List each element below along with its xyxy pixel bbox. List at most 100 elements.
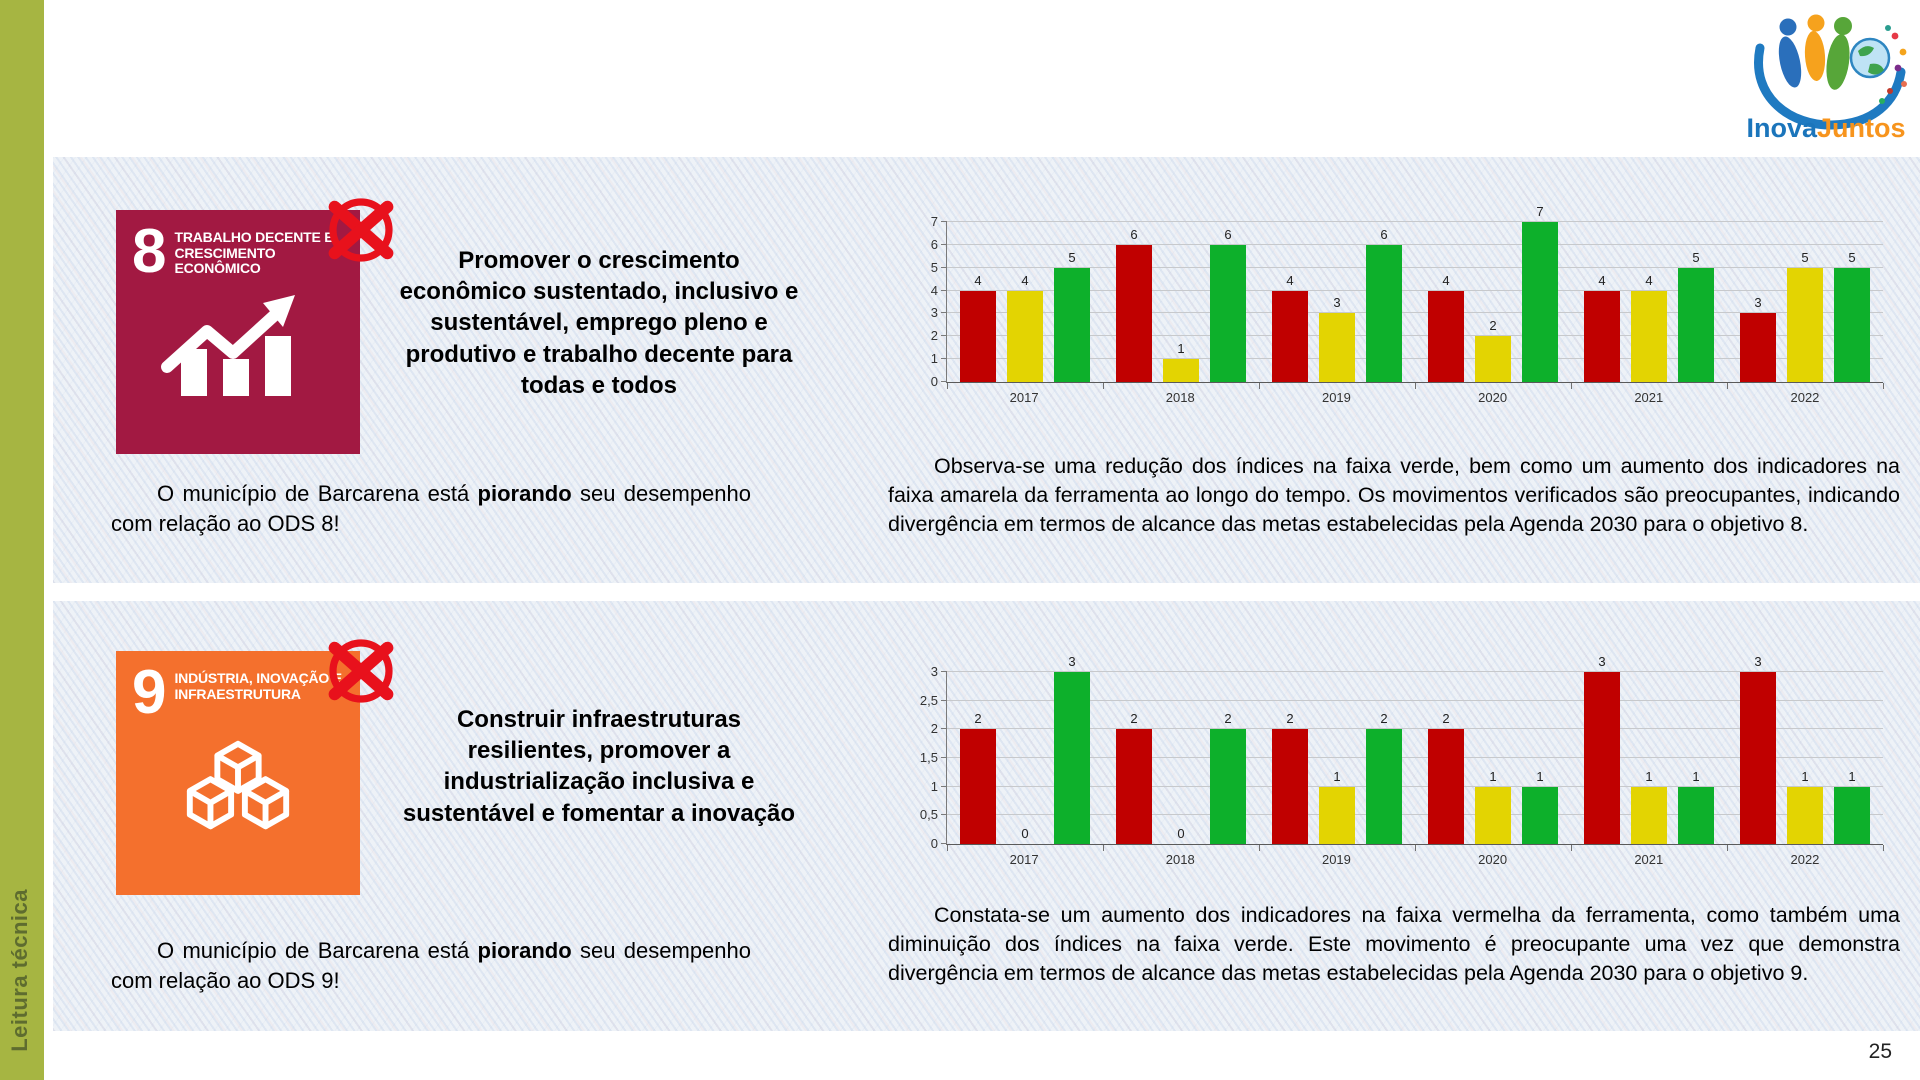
x-axis-tick bbox=[1102, 845, 1104, 851]
bar-faixa-amarela-2022: 5 bbox=[1787, 250, 1823, 382]
x-axis-tick bbox=[1570, 383, 1572, 389]
bar-faixa-verde-2019: 6 bbox=[1366, 227, 1402, 382]
bar-faixa-verde-2018: 6 bbox=[1210, 227, 1246, 382]
status-pre: O município de Barcarena está bbox=[157, 481, 478, 506]
bar-value-label: 5 bbox=[1848, 249, 1856, 265]
bar-value-label: 2 bbox=[1380, 711, 1388, 727]
gridline: 6 bbox=[931, 237, 1883, 252]
x-axis-tick bbox=[1727, 383, 1728, 389]
x-axis-tick bbox=[1883, 845, 1884, 851]
status-post: seu desempenho com relação ao ODS 9! bbox=[111, 938, 752, 993]
x-axis-label-2022: 2022 bbox=[1790, 852, 1820, 867]
bar-faixa-vermelha-2021: 4 bbox=[1584, 273, 1620, 382]
x-axis-tick bbox=[1258, 845, 1260, 851]
bar-faixa-vermelha-2020: 4 bbox=[1428, 273, 1464, 382]
bar-faixa-amarela-2022: 1 bbox=[1787, 769, 1823, 844]
y-axis-label: 1,5 bbox=[919, 750, 938, 765]
x-axis-label-2020: 2020 bbox=[1478, 390, 1508, 405]
gridline: 3 bbox=[931, 664, 1883, 679]
ods8-chart: 0 1 2 3 4 5 6 7 4 4 5 6 1 6 4 3 6 4 2 7 4 4 5 3 5 5 2017 2018 2019… bbox=[908, 204, 1884, 405]
bar-faixa-verde-2019: 2 bbox=[1366, 711, 1402, 844]
bar-group-2019: 2 1 2 bbox=[1259, 672, 1415, 844]
bar-faixa-vermelha-2022: 3 bbox=[1740, 654, 1776, 844]
sidebar-label: Leitura técnica bbox=[7, 889, 32, 1052]
bar-value-label: 3 bbox=[1754, 295, 1762, 311]
gridline: 4 bbox=[931, 283, 1883, 298]
y-axis-label: 0,5 bbox=[919, 807, 938, 823]
ods9-chart-x-axis: 2017 2018 2019 2020 2021 2022 bbox=[946, 845, 1883, 867]
ods9-section: 9 INDÚSTRIA, INOVAÇÃO E INFRAESTRUTURA bbox=[53, 601, 1920, 1031]
bar-faixa-vermelha-2019: 2 bbox=[1272, 711, 1308, 844]
status-post: seu desempenho com relação ao ODS 8! bbox=[111, 481, 752, 536]
gridline: 2 bbox=[931, 721, 1883, 736]
bar-faixa-verde-2020: 1 bbox=[1522, 769, 1558, 844]
sdg9-headline: Construir infraestruturas resilientes, p… bbox=[402, 706, 796, 827]
bar-value-label: 0 bbox=[1177, 826, 1185, 841]
bar-value-label: 4 bbox=[1286, 272, 1294, 288]
red-x-stamp bbox=[328, 639, 394, 703]
bar-faixa-verde-2022: 5 bbox=[1834, 250, 1870, 382]
bar-faixa-verde-2021: 1 bbox=[1678, 769, 1714, 844]
bar-faixa-verde-2017: 3 bbox=[1054, 654, 1090, 844]
ods9-analysis-text: Constata-se um aumento dos indicadores n… bbox=[888, 903, 1900, 986]
bar-group-2017: 4 4 5 bbox=[947, 222, 1103, 382]
gridline: 3 bbox=[931, 305, 1883, 320]
bar-faixa-verde-2018: 2 bbox=[1210, 711, 1246, 844]
bar-value-label: 3 bbox=[1754, 654, 1762, 669]
bar-faixa-amarela-2017: 4 bbox=[1007, 273, 1043, 382]
gridline: 7 bbox=[931, 214, 1883, 229]
logo-person-blue bbox=[1778, 36, 1802, 88]
y-axis-label: 1 bbox=[930, 351, 938, 367]
y-axis-label: 2 bbox=[930, 328, 938, 344]
y-axis-label: 1 bbox=[930, 778, 938, 794]
gridline: 0,5 bbox=[920, 807, 1883, 822]
x-axis-label-2018: 2018 bbox=[1165, 852, 1195, 867]
sdg9-title: INDÚSTRIA, INOVAÇÃO E INFRAESTRUTURA bbox=[174, 670, 342, 702]
logo-graphic: InovaJuntos bbox=[1746, 14, 1907, 143]
x-axis-tick bbox=[1102, 383, 1104, 389]
sdg8-headline: Promover o crescimento econômico sustent… bbox=[399, 247, 799, 399]
y-axis-label: 0 bbox=[930, 836, 938, 851]
bar-faixa-vermelha-2020: 2 bbox=[1428, 711, 1464, 844]
bar-faixa-amarela-2019: 3 bbox=[1319, 295, 1355, 382]
cubes-icon bbox=[186, 740, 290, 830]
bar-faixa-verde-2022: 1 bbox=[1834, 769, 1870, 844]
x-axis-label-2020: 2020 bbox=[1478, 852, 1508, 867]
gridline: 5 bbox=[931, 260, 1883, 275]
bar-value-label: 2 bbox=[1224, 711, 1232, 727]
y-axis-label: 2,5 bbox=[919, 692, 938, 708]
bar-value-label: 3 bbox=[1068, 654, 1076, 669]
bar-group-2021: 3 1 1 bbox=[1571, 654, 1727, 844]
bar-value-label: 1 bbox=[1801, 768, 1809, 784]
bar-faixa-vermelha-2018: 2 bbox=[1116, 711, 1152, 844]
y-axis-label: 7 bbox=[930, 214, 938, 229]
logo-dot bbox=[1885, 25, 1891, 31]
x-axis-label-2018: 2018 bbox=[1165, 390, 1195, 405]
bar-faixa-vermelha-2018: 6 bbox=[1116, 227, 1152, 382]
logo-dot bbox=[1899, 48, 1907, 56]
x-axis-label-2019: 2019 bbox=[1321, 390, 1351, 405]
bar-value-label: 1 bbox=[1489, 768, 1497, 784]
bar-faixa-vermelha-2019: 4 bbox=[1272, 273, 1308, 382]
x-axis-tick bbox=[1258, 383, 1260, 389]
bar-faixa-vermelha-2017: 4 bbox=[960, 273, 996, 382]
bar-faixa-verde-2021: 5 bbox=[1678, 250, 1714, 382]
x-axis-tick bbox=[947, 845, 948, 851]
bar-value-label: 2 bbox=[974, 711, 982, 727]
bar-value-label: 3 bbox=[1333, 295, 1341, 311]
x-axis-label-2021: 2021 bbox=[1634, 852, 1664, 867]
gridline: 1,5 bbox=[920, 750, 1883, 765]
x-axis-label-2022: 2022 bbox=[1790, 390, 1820, 405]
logo-person-blue-head bbox=[1779, 18, 1797, 36]
bar-value-label: 6 bbox=[1130, 226, 1138, 242]
logo-person-orange bbox=[1804, 31, 1826, 81]
bar-faixa-amarela-2021: 1 bbox=[1631, 769, 1667, 844]
bar-group-2020: 4 2 7 bbox=[1415, 204, 1571, 382]
bar-group-2019: 4 3 6 bbox=[1259, 222, 1415, 382]
bar-faixa-vermelha-2017: 2 bbox=[960, 711, 996, 844]
x-axis-label-2021: 2021 bbox=[1634, 390, 1664, 405]
x-axis-tick bbox=[1415, 845, 1416, 851]
y-axis-label: 4 bbox=[930, 282, 938, 298]
